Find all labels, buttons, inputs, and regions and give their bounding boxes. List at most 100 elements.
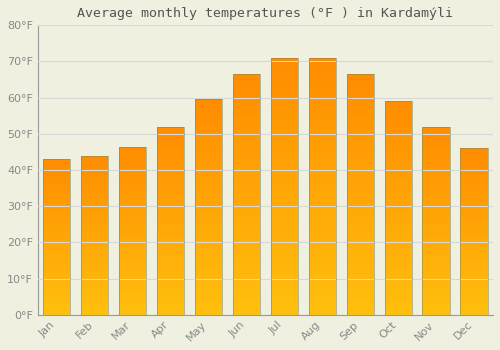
Bar (384, 280, 412, 281)
Bar (43, 279, 70, 280)
Bar (346, 197, 374, 198)
Bar (270, 251, 298, 252)
Bar (233, 167, 260, 168)
Bar (81, 257, 108, 258)
Bar (346, 99, 374, 100)
Bar (308, 293, 336, 294)
Bar (270, 121, 298, 122)
Bar (233, 185, 260, 186)
Bar (43, 311, 70, 312)
Bar (384, 205, 412, 206)
Bar (384, 118, 412, 119)
Bar (157, 248, 184, 249)
Bar (346, 286, 374, 287)
Bar (384, 289, 412, 290)
Bar (195, 229, 222, 230)
Bar (460, 162, 487, 163)
Bar (346, 308, 374, 309)
Bar (422, 151, 450, 152)
Bar (270, 88, 298, 89)
Bar (346, 145, 374, 146)
Bar (384, 142, 412, 143)
Bar (81, 177, 108, 178)
Bar (460, 299, 487, 300)
Bar (460, 219, 487, 220)
Bar (233, 154, 260, 155)
Bar (233, 308, 260, 309)
Bar (119, 154, 146, 155)
Bar (422, 273, 450, 274)
Bar (81, 207, 108, 208)
Bar (346, 186, 374, 187)
Bar (460, 270, 487, 271)
Bar (157, 295, 184, 296)
Bar (270, 166, 298, 167)
Bar (384, 129, 412, 130)
Bar (157, 211, 184, 212)
Bar (43, 272, 70, 273)
Bar (422, 185, 450, 186)
Bar (157, 310, 184, 311)
Bar (346, 289, 374, 291)
Bar (422, 204, 450, 205)
Bar (346, 247, 374, 248)
Bar (270, 301, 298, 302)
Bar (384, 240, 412, 241)
Bar (119, 153, 146, 154)
Bar (43, 244, 70, 245)
Bar (119, 213, 146, 214)
Bar (157, 215, 184, 216)
Bar (81, 259, 108, 260)
Bar (460, 246, 487, 247)
Bar (43, 161, 70, 162)
Bar (270, 279, 298, 280)
Bar (119, 233, 146, 234)
Bar (195, 126, 222, 127)
Bar (157, 131, 184, 132)
Bar (270, 84, 298, 85)
Bar (270, 94, 298, 95)
Bar (157, 292, 184, 293)
Bar (157, 171, 184, 172)
Bar (81, 279, 108, 280)
Bar (346, 210, 374, 211)
Bar (422, 246, 450, 247)
Bar (422, 198, 450, 199)
Bar (157, 274, 184, 275)
Bar (270, 143, 298, 144)
Bar (384, 126, 412, 127)
Bar (157, 313, 184, 314)
Bar (119, 200, 146, 201)
Bar (270, 147, 298, 148)
Bar (43, 285, 70, 286)
Bar (422, 215, 450, 216)
Bar (233, 238, 260, 239)
Bar (270, 182, 298, 184)
Bar (233, 304, 260, 305)
Bar (81, 212, 108, 213)
Bar (81, 231, 108, 232)
Bar (346, 287, 374, 288)
Bar (270, 92, 298, 94)
Bar (308, 114, 336, 116)
Bar (384, 149, 412, 150)
Bar (460, 254, 487, 255)
Bar (157, 262, 184, 263)
Bar (81, 187, 108, 188)
Bar (460, 240, 487, 241)
Bar (43, 309, 70, 310)
Bar (346, 158, 374, 160)
Bar (157, 238, 184, 239)
Bar (157, 163, 184, 164)
Bar (195, 150, 222, 151)
Bar (81, 304, 108, 305)
Bar (119, 202, 146, 203)
Bar (270, 96, 298, 98)
Bar (346, 181, 374, 182)
Bar (422, 281, 450, 282)
Bar (43, 195, 70, 196)
Bar (233, 261, 260, 262)
Bar (157, 231, 184, 232)
Bar (460, 260, 487, 261)
Bar (233, 133, 260, 134)
